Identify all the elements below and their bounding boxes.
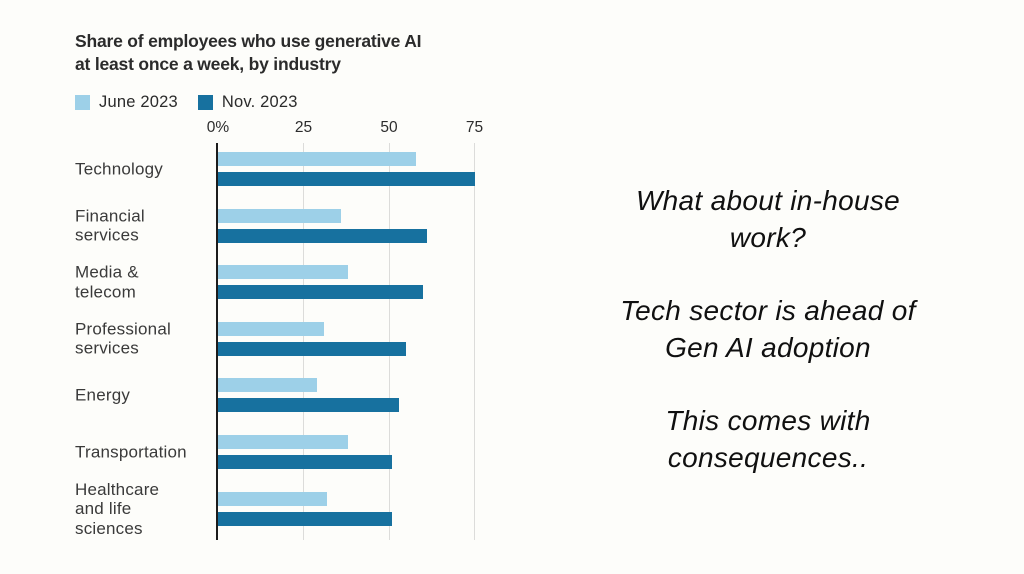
right-text-block: What about in-house work? Tech sector is…	[570, 182, 966, 512]
bar-june-2023-media-telecom	[218, 265, 348, 280]
category-label-media-telecom: Media & telecom	[75, 262, 139, 302]
x-axis-tick-label-75: 75	[465, 119, 484, 136]
legend-swatch-june-2023	[75, 95, 90, 110]
category-label-energy: Energy	[75, 385, 131, 405]
bar-nov-2023-media-telecom	[218, 285, 424, 300]
bar-nov-2023-transportation	[218, 455, 393, 469]
category-label-financial-services: Financial services	[75, 206, 145, 245]
legend-label-nov-2023: Nov. 2023	[221, 93, 298, 111]
bar-nov-2023-technology	[218, 172, 475, 186]
bar-june-2023-energy	[218, 378, 318, 393]
gridline-75	[474, 143, 475, 540]
gridline-25	[303, 143, 304, 540]
bar-june-2023-transportation	[218, 435, 348, 449]
legend-item-nov-2023: Nov. 2023	[197, 93, 298, 112]
bar-june-2023-financial-services	[218, 208, 342, 223]
chart-title: Share of employees who use generative AI…	[75, 31, 422, 74]
category-label-healthcare-and-life-sciences: Healthcare and life sciences	[75, 479, 160, 538]
bar-nov-2023-professional-services	[218, 341, 407, 356]
bar-nov-2023-financial-services	[218, 228, 427, 243]
x-axis-tick-label-25: 25	[294, 119, 313, 136]
legend-swatch-nov-2023	[197, 95, 213, 110]
bar-june-2023-healthcare-and-life-sciences	[218, 491, 328, 506]
bar-nov-2023-energy	[218, 398, 400, 413]
category-label-technology: Technology	[75, 159, 164, 179]
x-axis-tick-label-0: 0%	[206, 119, 230, 136]
gridline-50	[388, 143, 390, 540]
bar-june-2023-technology	[218, 152, 417, 166]
bar-nov-2023-healthcare-and-life-sciences	[218, 511, 393, 526]
bar-chart: Share of employees who use generative AI…	[75, 31, 484, 540]
x-axis-tick-label-50: 50	[380, 119, 398, 136]
y-axis-line	[216, 143, 218, 540]
insight-conclusion: This comes with consequences..	[665, 405, 871, 473]
chart-legend: June 2023 Nov. 2023	[75, 93, 298, 112]
insight-question: What about in-house work?	[635, 185, 901, 253]
category-label-professional-services: Professional services	[75, 319, 171, 358]
category-label-transportation: Transportation	[75, 442, 187, 462]
insight-statement: Tech sector is ahead of Gen AI adoption	[620, 295, 916, 363]
bar-june-2023-professional-services	[218, 321, 325, 336]
legend-label-june-2023: June 2023	[99, 93, 178, 111]
legend-item-june-2023: June 2023	[75, 93, 178, 112]
